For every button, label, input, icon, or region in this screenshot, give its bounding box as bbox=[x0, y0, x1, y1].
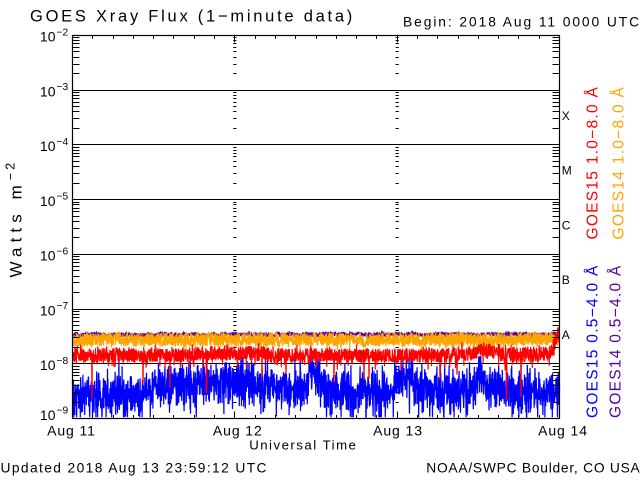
svg-text:10: 10 bbox=[40, 357, 56, 373]
svg-text:10: 10 bbox=[40, 302, 56, 318]
svg-text:NOAA/SWPC Boulder, CO USA: NOAA/SWPC Boulder, CO USA bbox=[426, 461, 640, 476]
svg-text:10: 10 bbox=[40, 29, 56, 45]
svg-text:M: M bbox=[562, 164, 572, 178]
svg-text:10: 10 bbox=[40, 407, 56, 423]
svg-text:10: 10 bbox=[40, 83, 56, 99]
svg-text:10: 10 bbox=[40, 138, 56, 154]
svg-text:10: 10 bbox=[40, 193, 56, 209]
svg-text:−5: −5 bbox=[57, 192, 69, 203]
svg-text:Updated 2018 Aug 13 23:59:12 U: Updated 2018 Aug 13 23:59:12 UTC bbox=[1, 461, 268, 476]
svg-text:A: A bbox=[562, 328, 570, 342]
svg-text:GOES Xray Flux (1−minute data): GOES Xray Flux (1−minute data) bbox=[30, 7, 355, 25]
svg-text:−2: −2 bbox=[57, 28, 69, 39]
svg-text:GOES15 1.0−8.0 Å: GOES15 1.0−8.0 Å bbox=[585, 86, 602, 240]
svg-text:−7: −7 bbox=[57, 301, 69, 312]
svg-text:GOES15 0.5−4.0 Å: GOES15 0.5−4.0 Å bbox=[585, 264, 602, 418]
svg-text:X: X bbox=[562, 109, 570, 123]
svg-text:Aug 13: Aug 13 bbox=[373, 423, 423, 439]
svg-text:GOES14 0.5−4.0 Å: GOES14 0.5−4.0 Å bbox=[608, 264, 625, 418]
svg-text:−3: −3 bbox=[57, 82, 69, 93]
svg-text:Watts m−2: Watts m−2 bbox=[4, 160, 26, 278]
svg-text:−6: −6 bbox=[57, 246, 69, 257]
svg-text:Universal Time: Universal Time bbox=[249, 438, 357, 453]
svg-text:10: 10 bbox=[40, 248, 56, 264]
svg-text:−9: −9 bbox=[57, 406, 69, 417]
svg-text:−4: −4 bbox=[57, 137, 69, 148]
svg-text:−8: −8 bbox=[57, 356, 69, 367]
svg-text:B: B bbox=[562, 273, 570, 287]
svg-text:Aug 12: Aug 12 bbox=[213, 423, 263, 439]
svg-text:C: C bbox=[562, 219, 571, 233]
svg-text:GOES14 1.0−8.0 Å: GOES14 1.0−8.0 Å bbox=[611, 86, 628, 240]
svg-text:Aug 11: Aug 11 bbox=[47, 423, 96, 439]
svg-text:Begin: 2018 Aug 11 0000 UTC: Begin: 2018 Aug 11 0000 UTC bbox=[403, 15, 640, 30]
svg-text:Aug 14: Aug 14 bbox=[538, 423, 588, 439]
